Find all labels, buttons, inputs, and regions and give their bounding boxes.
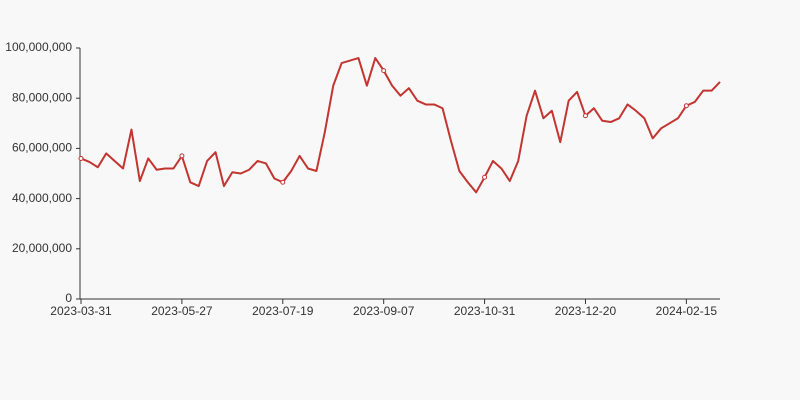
point-marker (381, 68, 387, 74)
series-line (80, 57, 721, 194)
x-tick-label: 2023-03-31 (50, 304, 112, 318)
y-tick-label: 60,000,000 (12, 141, 72, 155)
x-tick-label: 2023-12-20 (555, 304, 617, 318)
x-tick-label: 2023-05-27 (151, 304, 213, 318)
point-marker (280, 179, 286, 185)
point-marker (179, 153, 185, 159)
point-marker (582, 113, 588, 119)
y-tick-label: 80,000,000 (12, 90, 72, 104)
x-tick-label: 2024-02-15 (656, 304, 718, 318)
y-tick-label: 40,000,000 (12, 191, 72, 205)
point-marker (78, 155, 84, 161)
point-marker (482, 174, 488, 180)
point-marker (683, 103, 689, 109)
x-tick-label: 2023-09-07 (353, 304, 415, 318)
y-tick-label: 100,000,000 (5, 40, 72, 54)
y-tick-label: 0 (65, 291, 72, 305)
y-tick-label: 20,000,000 (12, 241, 72, 255)
x-tick-label: 2023-07-19 (252, 304, 314, 318)
x-tick-label: 2023-10-31 (454, 304, 516, 318)
